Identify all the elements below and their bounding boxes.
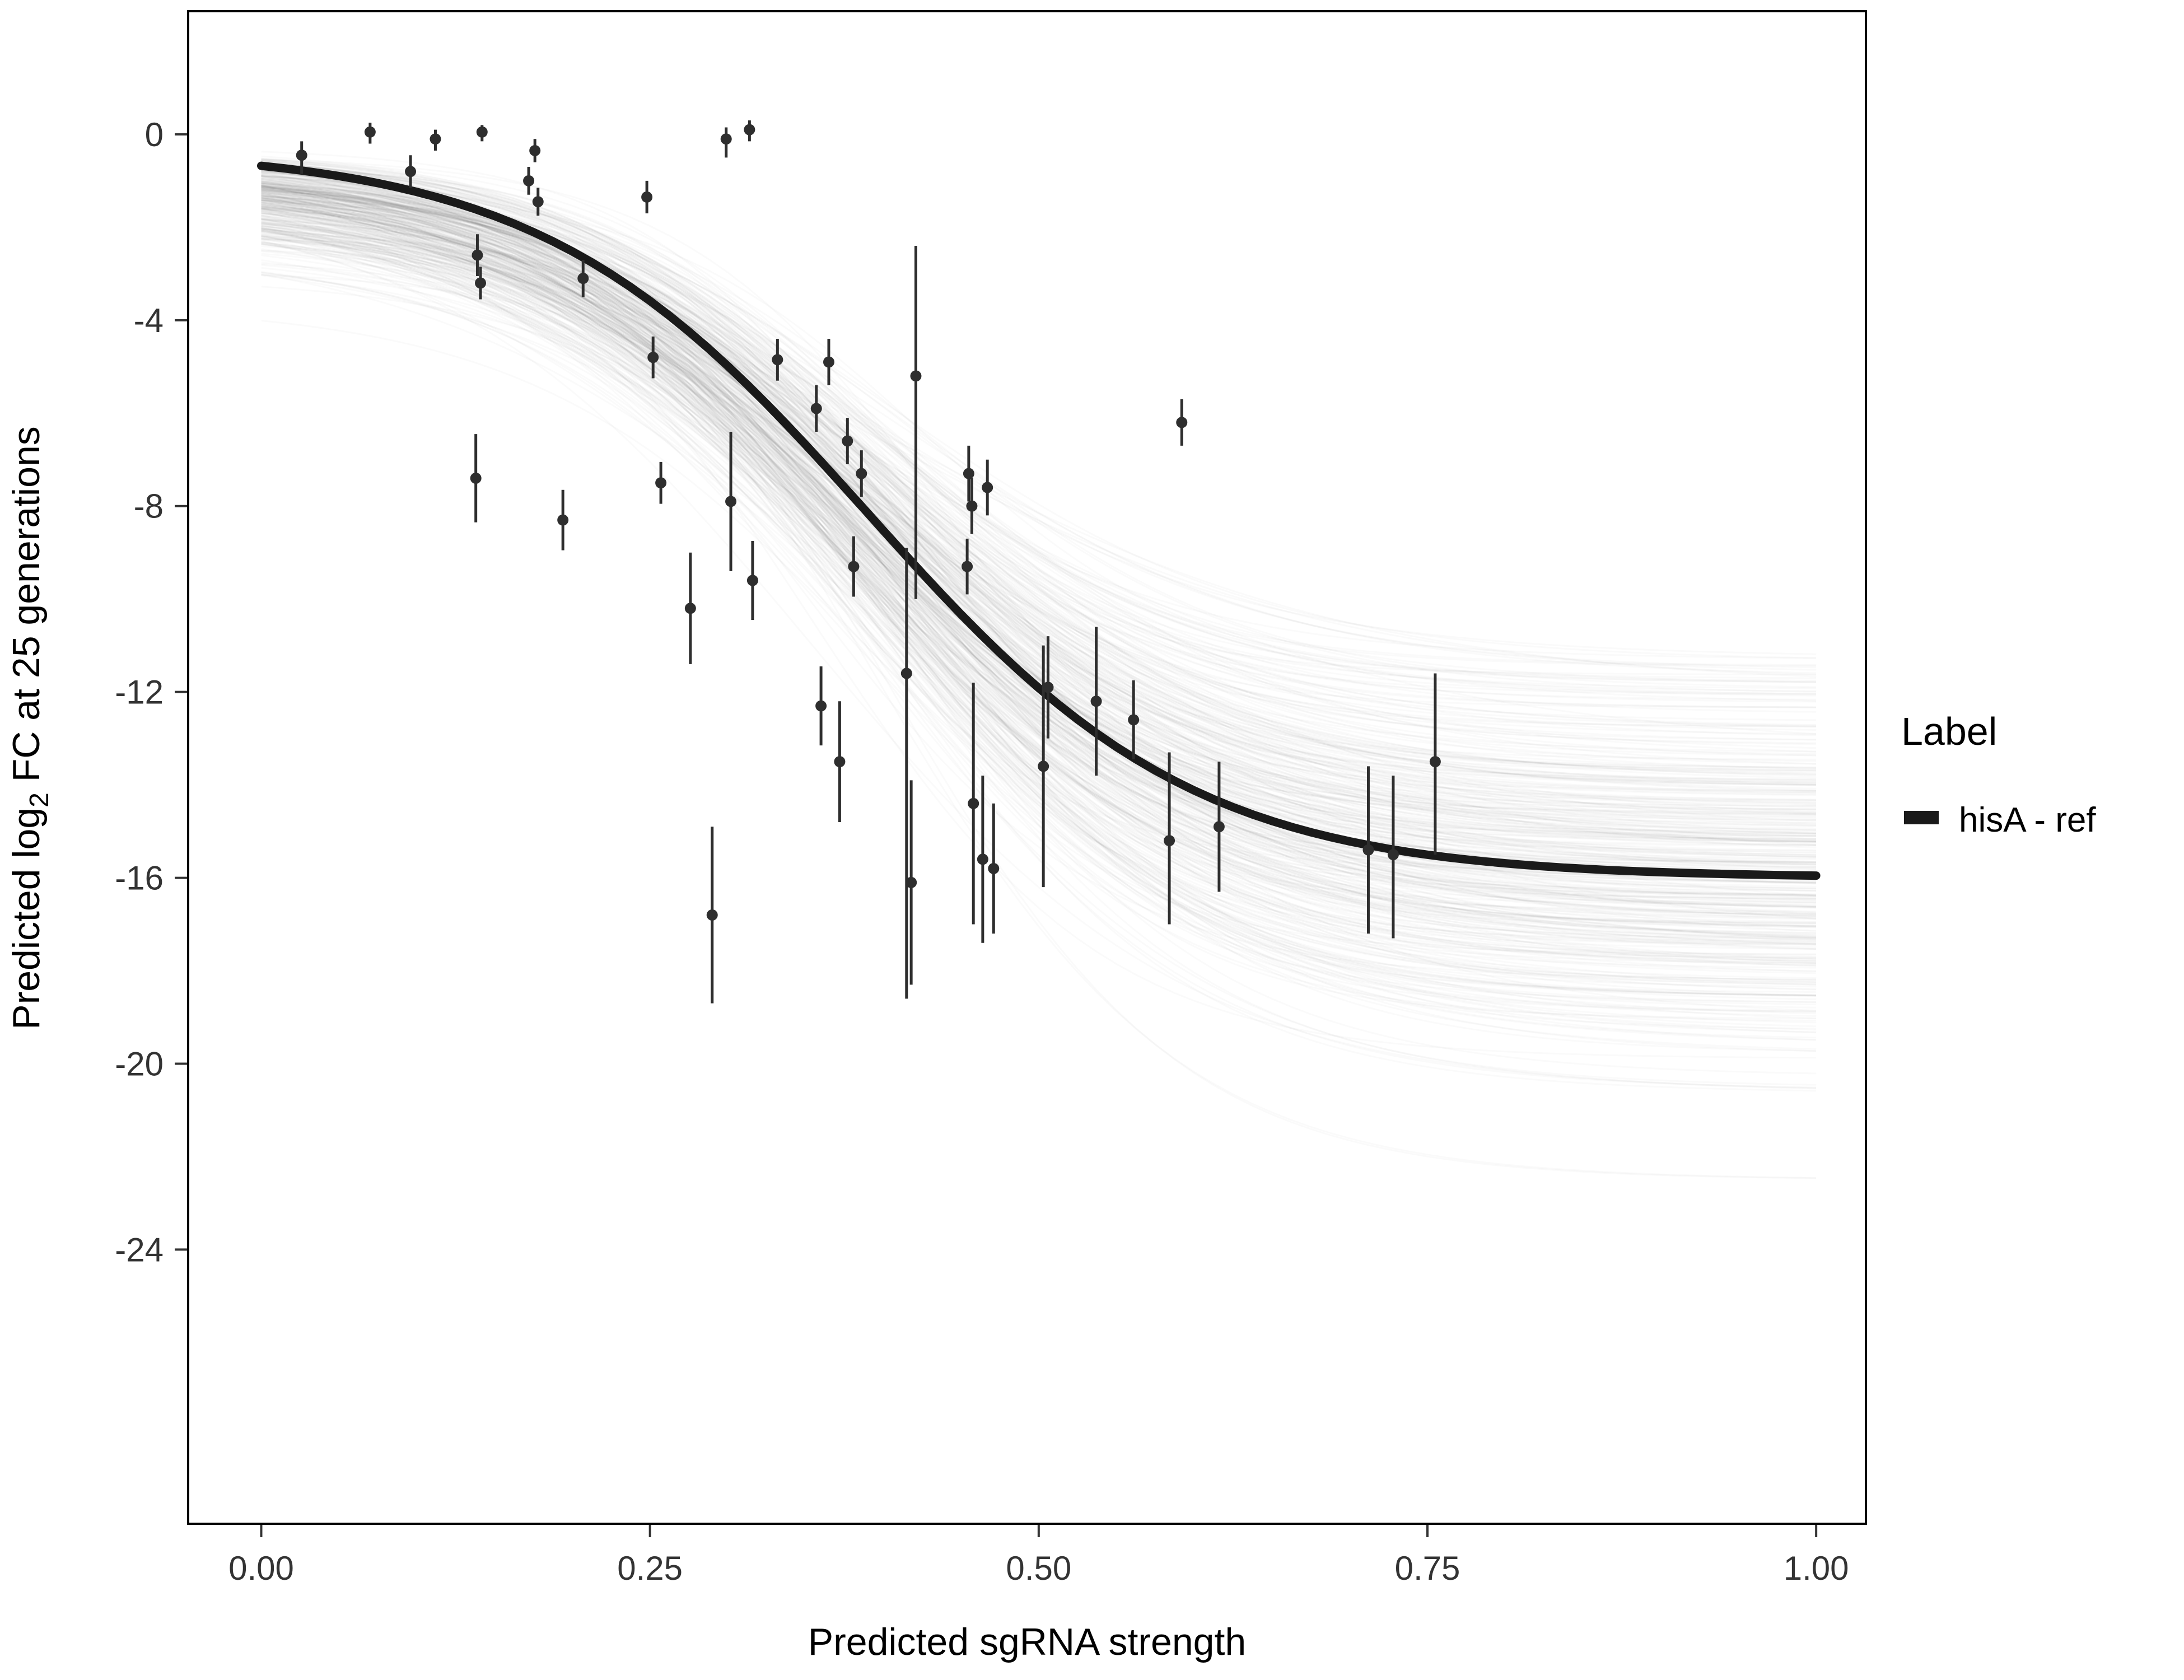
data-point xyxy=(655,477,667,489)
data-point xyxy=(906,876,917,888)
data-point xyxy=(977,853,988,865)
data-point xyxy=(523,175,535,186)
data-point xyxy=(968,797,979,809)
legend-title: Label xyxy=(1901,710,1997,753)
y-tick-label: -12 xyxy=(115,674,164,711)
data-point xyxy=(1042,682,1054,693)
data-point xyxy=(963,468,974,479)
data-point xyxy=(405,166,417,178)
data-point xyxy=(475,277,487,289)
data-point xyxy=(815,700,827,712)
data-point xyxy=(647,352,659,363)
posterior-curves-layer xyxy=(262,152,1817,1178)
data-point xyxy=(684,603,696,614)
fit-curve-layer xyxy=(257,161,1821,880)
data-point xyxy=(842,435,853,447)
data-point xyxy=(1128,714,1140,726)
data-point xyxy=(577,273,589,284)
panel-border xyxy=(187,10,1867,1525)
data-point xyxy=(470,472,482,484)
x-tick-label: 0.25 xyxy=(617,1550,683,1587)
data-point xyxy=(529,144,541,156)
data-point xyxy=(848,561,860,572)
data-point xyxy=(834,756,846,768)
y-tick-label: -4 xyxy=(134,302,164,339)
y-tick-label: -20 xyxy=(115,1045,164,1082)
data-point xyxy=(1164,835,1175,847)
data-point xyxy=(1038,760,1049,772)
x-tick-label: 0.00 xyxy=(228,1550,294,1587)
data-point xyxy=(966,500,978,512)
data-point xyxy=(706,909,718,921)
data-point xyxy=(962,561,973,572)
data-point xyxy=(746,575,758,586)
data-point xyxy=(296,150,307,161)
data-point xyxy=(810,403,822,414)
data-point xyxy=(982,482,993,493)
y-tick-label: -8 xyxy=(134,488,164,525)
data-point xyxy=(1362,844,1374,856)
y-tick-label: 0 xyxy=(145,116,164,153)
data-point xyxy=(772,354,783,366)
data-point xyxy=(472,249,483,261)
data-point xyxy=(1176,417,1188,428)
data-point xyxy=(641,191,653,203)
data-point xyxy=(1387,849,1399,861)
data-point xyxy=(900,668,912,679)
data-point xyxy=(476,126,488,138)
x-tick-label: 1.00 xyxy=(1784,1550,1849,1587)
legend-key-line-icon xyxy=(1904,811,1939,824)
x-axis-title: Predicted sgRNA strength xyxy=(808,1621,1246,1663)
data-point xyxy=(910,370,922,382)
data-point xyxy=(988,862,1000,874)
x-tick-label: 0.75 xyxy=(1395,1550,1460,1587)
x-tick-label: 0.50 xyxy=(1006,1550,1071,1587)
data-point xyxy=(364,126,376,138)
data-point xyxy=(532,196,544,208)
points-layer xyxy=(296,120,1441,1004)
data-point xyxy=(720,133,732,145)
data-point xyxy=(430,133,441,145)
data-point xyxy=(557,514,569,526)
data-point xyxy=(744,124,755,136)
data-point xyxy=(1213,821,1225,833)
data-point xyxy=(1090,696,1102,707)
data-point xyxy=(823,356,834,368)
legend-entry-label: hisA - ref xyxy=(1959,801,2096,839)
y-tick-label: -24 xyxy=(115,1231,164,1268)
legend: Label hisA - ref xyxy=(1901,710,2096,839)
axes-layer: 0.00 0.25 0.50 0.75 1.00 0 -4 -8 -12 -16 -20 -24 xyxy=(115,116,1849,1587)
y-tick-label: -16 xyxy=(115,860,164,897)
data-point xyxy=(725,496,737,507)
data-point xyxy=(856,468,867,479)
y-axis-title: Predicted log2 FC at 25 generations xyxy=(5,426,54,1030)
data-point xyxy=(1429,756,1441,768)
fit-curve xyxy=(257,161,1821,880)
